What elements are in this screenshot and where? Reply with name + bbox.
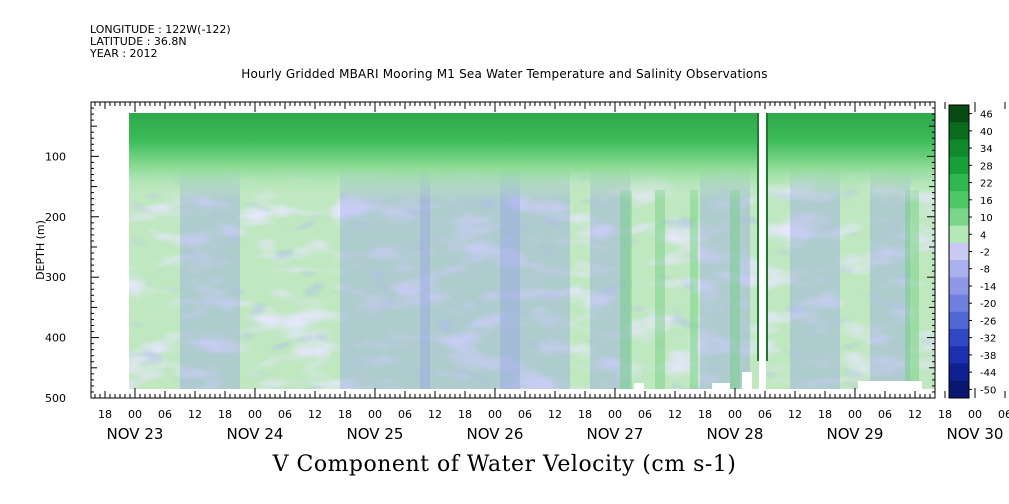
- missing-data: [858, 381, 922, 389]
- colorbar-label: -50: [980, 385, 996, 396]
- x-hour-label: 12: [908, 408, 922, 421]
- missing-data: [712, 383, 730, 389]
- y-tick-label: 500: [45, 392, 66, 405]
- colorbar-swatch: [949, 225, 969, 244]
- colorbar-swatch: [949, 311, 969, 330]
- x-hour-label: 06: [518, 408, 532, 421]
- x-hour-label: 18: [938, 408, 952, 421]
- x-hour-label: 12: [308, 408, 322, 421]
- colorbar-swatch: [949, 363, 969, 382]
- x-day-label: NOV 29: [827, 425, 884, 443]
- x-hour-label: 00: [488, 408, 502, 421]
- x-hour-label: 06: [638, 408, 652, 421]
- colorbar-label: -26: [980, 316, 996, 327]
- heatmap-field: [129, 113, 935, 389]
- colorbar-swatch: [949, 260, 969, 278]
- x-hour-label: 00: [128, 408, 142, 421]
- colorbar-swatch: [949, 277, 969, 296]
- x-hour-label: 06: [758, 408, 772, 421]
- x-hour-label: 12: [428, 408, 442, 421]
- x-hour-label: 00: [728, 408, 742, 421]
- colorbar-label: 10: [980, 213, 993, 224]
- x-hour-label: 12: [668, 408, 682, 421]
- colorbar-label: -20: [980, 299, 996, 310]
- colorbar-label: -14: [980, 282, 996, 293]
- x-hour-label: 00: [248, 408, 262, 421]
- x-hour-label: 06: [278, 408, 292, 421]
- surface-positive-layer: [129, 113, 935, 389]
- data-gap: [759, 113, 766, 389]
- x-day-label: NOV 26: [467, 425, 524, 443]
- colorbar-label: 16: [980, 196, 993, 207]
- x-hour-label: 06: [158, 408, 172, 421]
- x-hour-label: 06: [998, 408, 1009, 421]
- colorbar-label: 22: [980, 179, 993, 190]
- x-hour-label: 06: [878, 408, 892, 421]
- x-hour-label: 00: [968, 408, 982, 421]
- colorbar-swatch: [949, 329, 969, 347]
- y-tick-label: 300: [45, 271, 66, 284]
- colorbar-swatch: [949, 380, 969, 399]
- colorbar-swatch: [949, 346, 969, 365]
- plot-frame: [90, 101, 936, 399]
- x-hour-label: 18: [338, 408, 352, 421]
- chart-title: Hourly Gridded MBARI Mooring M1 Sea Wate…: [241, 67, 768, 81]
- x-hour-label: 18: [218, 408, 232, 421]
- colorbar-label: 34: [980, 144, 993, 155]
- missing-data: [742, 372, 752, 389]
- x-day-label: NOV 23: [107, 425, 164, 443]
- colorbar-swatch: [949, 122, 969, 140]
- colorbar-swatch: [949, 208, 969, 227]
- latitude-label: LATITUDE : 36.8N: [90, 35, 187, 48]
- colorbar-label: 40: [980, 127, 993, 138]
- colorbar-swatch: [949, 105, 969, 123]
- colorbar-swatch: [949, 191, 969, 209]
- colorbar-swatch: [949, 242, 969, 261]
- x-hour-label: 00: [368, 408, 382, 421]
- metadata-block: LONGITUDE : 122W(-122) LATITUDE : 36.8N …: [90, 24, 231, 60]
- x-hour-label: 12: [548, 408, 562, 421]
- x-hour-label: 18: [698, 408, 712, 421]
- colorbar-swatch: [949, 139, 969, 158]
- colorbar-swatch: [949, 156, 969, 175]
- x-hour-label: 00: [608, 408, 622, 421]
- colorbar-label: -32: [980, 334, 996, 345]
- colorbar-label: -8: [980, 265, 990, 276]
- x-day-label: NOV 25: [347, 425, 404, 443]
- x-day-label: NOV 27: [587, 425, 644, 443]
- y-tick-label: 200: [45, 211, 66, 224]
- x-hour-label: 06: [398, 408, 412, 421]
- colorbar-label: 4: [980, 230, 986, 241]
- colorbar-label: -2: [980, 248, 990, 259]
- colorbar-label: -44: [980, 368, 996, 379]
- x-hour-label: 18: [458, 408, 472, 421]
- colorbar-swatch: [949, 294, 969, 313]
- colorbar-label: -38: [980, 351, 996, 362]
- y-axis-title: DEPTH (m): [34, 220, 47, 280]
- x-hour-label: 18: [98, 408, 112, 421]
- gap-edge: [757, 113, 759, 361]
- x-hour-label: 00: [848, 408, 862, 421]
- colorbar-swatch: [949, 173, 969, 192]
- x-hour-label: 12: [188, 408, 202, 421]
- x-hour-label: 12: [788, 408, 802, 421]
- colorbar-label: 28: [980, 161, 993, 172]
- x-day-label: NOV 24: [227, 425, 284, 443]
- x-axis-title: V Component of Water Velocity (cm s-1): [272, 452, 737, 477]
- x-hour-label: 18: [578, 408, 592, 421]
- gap-edge: [766, 113, 768, 361]
- year-label: YEAR : 2012: [90, 47, 158, 60]
- missing-data: [634, 383, 644, 389]
- y-tick-label: 100: [45, 150, 66, 163]
- x-day-label: NOV 28: [707, 425, 764, 443]
- x-day-label: NOV 30: [947, 425, 1004, 443]
- longitude-label: LONGITUDE : 122W(-122): [90, 23, 231, 36]
- y-tick-label: 400: [45, 332, 66, 345]
- x-hour-label: 18: [818, 408, 832, 421]
- colorbar-label: 46: [980, 110, 993, 121]
